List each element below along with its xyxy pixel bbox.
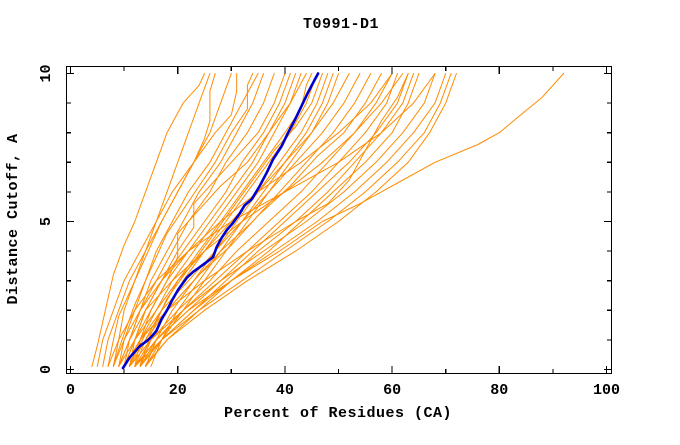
frame-rect (65, 65, 613, 375)
predicted-models-curve (134, 73, 302, 367)
chart-title: T0991-D1 (303, 16, 379, 33)
predicted-models-curve (118, 73, 404, 367)
predicted-models-curve (134, 73, 398, 367)
highlighted-model-curve (121, 72, 320, 370)
y-tick-label: 5 (38, 217, 55, 226)
predicted-models-curve (150, 73, 339, 367)
predicted-models-curve (96, 73, 211, 367)
predicted-models-curve (123, 73, 307, 367)
y-tick-label: 0 (38, 365, 55, 374)
predicted-models-curve (107, 73, 232, 367)
y-axis-label: Distance Cutoff, A (5, 133, 22, 304)
predicted-models-curve (129, 73, 291, 367)
x-tick-label: 20 (169, 382, 187, 399)
predicted-models-curve (118, 73, 259, 367)
predicted-models-curve (145, 73, 457, 366)
axis-tick-labels: 0 20 40 60 80 100 0 5 10 (38, 64, 620, 399)
model-curves (91, 72, 565, 370)
predicted-models-curve (145, 73, 420, 367)
axis-ticks (67, 67, 611, 373)
predicted-models-curve (112, 73, 393, 367)
plot-frame (65, 65, 613, 375)
x-tick-label: 100 (593, 382, 620, 399)
predicted-models-curve (129, 73, 297, 366)
predicted-models-curve (123, 73, 286, 367)
predicted-models-curve (139, 73, 452, 367)
predicted-models-curve (112, 73, 254, 366)
y-tick-label: 10 (38, 64, 55, 82)
x-tick-label: 60 (383, 382, 401, 399)
predicted-models-curve (145, 73, 329, 367)
x-axis-label: Percent of Residues (CA) (224, 405, 452, 422)
predicted-models-curve (107, 73, 436, 367)
predicted-models-curve (134, 73, 393, 367)
x-tick-label: 80 (490, 382, 508, 399)
predicted-models-curve (91, 73, 205, 367)
predicted-models-curve (134, 73, 565, 367)
predicted-models-curve (112, 73, 238, 367)
predicted-models-curve (134, 73, 447, 367)
x-tick-label: 40 (276, 382, 294, 399)
predicted-models-curve (129, 73, 436, 367)
x-tick-label: 0 (66, 382, 75, 399)
